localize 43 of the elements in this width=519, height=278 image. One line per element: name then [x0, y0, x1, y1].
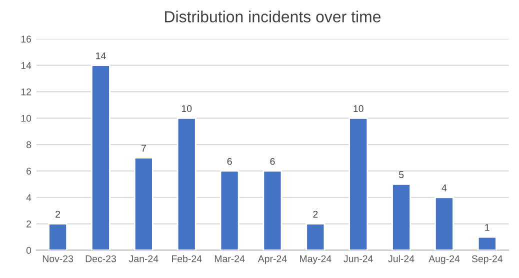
- y-tick-label: 12: [21, 88, 31, 96]
- x-tick-label: Aug-24: [428, 255, 460, 264]
- bar: [306, 223, 326, 250]
- data-label: 2: [313, 210, 318, 218]
- data-label: 5: [398, 171, 404, 178]
- bar: [262, 170, 282, 250]
- x-tick-label: Mar-24: [214, 255, 245, 262]
- data-label: 6: [270, 158, 275, 165]
- data-label: 10: [354, 105, 364, 112]
- bar: [477, 236, 497, 250]
- data-label: 7: [141, 144, 146, 152]
- y-tick-label: 2: [26, 220, 31, 228]
- y-tick-label: 14: [21, 62, 32, 69]
- bar: [220, 170, 240, 250]
- data-label: 4: [442, 184, 447, 192]
- data-label: 2: [56, 210, 60, 218]
- x-tick-label: Jun-24: [344, 255, 373, 262]
- x-tick-label: Sep-24: [472, 255, 503, 264]
- bar: [392, 183, 411, 250]
- data-label: 14: [96, 52, 106, 60]
- bar: [91, 64, 110, 250]
- bar: [134, 157, 154, 250]
- bar: [48, 223, 68, 250]
- bar: [348, 117, 368, 250]
- x-tick-label: Feb-24: [172, 255, 202, 262]
- y-tick-label: 10: [21, 114, 32, 122]
- data-label: 6: [227, 158, 232, 165]
- y-tick-label: 6: [26, 168, 32, 175]
- chart-title: Distribution incidents over time: [165, 10, 381, 22]
- x-tick-label: Dec-23: [86, 255, 116, 262]
- x-tick-label: Jul-24: [388, 255, 414, 262]
- y-tick-label: 8: [26, 141, 32, 148]
- bar: [176, 117, 196, 250]
- x-tick-label: Jan-24: [128, 255, 158, 262]
- bar: [434, 196, 454, 250]
- data-label: 10: [182, 105, 192, 112]
- y-tick-label: 0: [26, 246, 32, 254]
- data-label: 1: [485, 224, 490, 231]
- x-tick-label: May-24: [300, 255, 332, 264]
- x-tick-label: Apr-24: [258, 255, 287, 264]
- x-tick-label: Nov-23: [42, 255, 74, 262]
- y-tick-label: 4: [26, 194, 32, 201]
- y-tick-label: 16: [21, 36, 32, 43]
